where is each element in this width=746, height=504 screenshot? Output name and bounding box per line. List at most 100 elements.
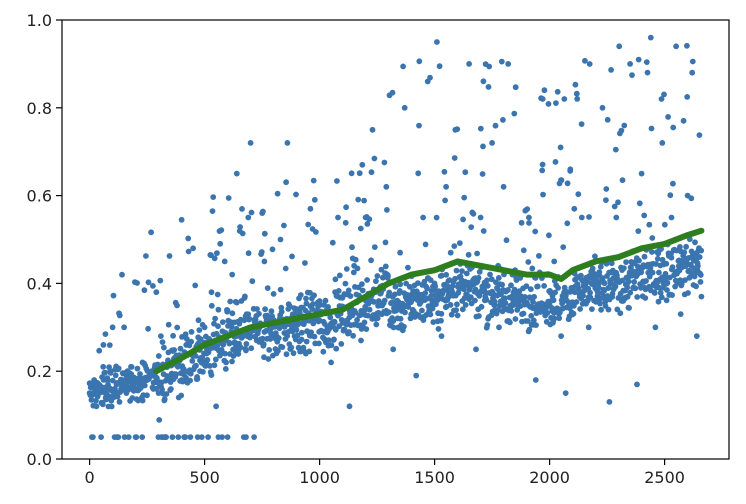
scatter-point: [556, 315, 563, 322]
scatter-point: [512, 84, 519, 91]
scatter-point: [90, 402, 97, 409]
scatter-point: [107, 370, 114, 376]
scatter-point: [118, 376, 124, 383]
scatter-point: [564, 180, 571, 187]
scatter-point: [415, 280, 421, 286]
scatter-point: [424, 285, 430, 292]
scatter-point: [612, 283, 619, 290]
scatter-point: [385, 272, 391, 279]
scatter-point: [158, 333, 164, 339]
scatter-point: [187, 377, 194, 384]
scatter-point: [527, 286, 534, 293]
scatter-point: [538, 95, 544, 102]
scatter-point: [208, 302, 215, 309]
y-tick-label: 0.8: [27, 99, 52, 118]
scatter-point: [150, 283, 156, 289]
scatter-point: [670, 124, 677, 131]
scatter-point: [237, 344, 244, 351]
scatter-point: [670, 180, 676, 187]
scatter-point: [605, 284, 612, 291]
scatter-point: [684, 42, 690, 49]
scatter-point: [179, 378, 186, 385]
scatter-point: [684, 94, 691, 100]
scatter-point: [225, 195, 232, 201]
scatter-point: [163, 434, 170, 440]
scatter-point: [345, 287, 352, 294]
scatter-point: [247, 140, 254, 146]
scatter-point: [192, 353, 199, 359]
scatter-point: [382, 239, 389, 246]
scatter-point: [299, 329, 305, 336]
scatter-point: [134, 365, 141, 372]
scatter-point: [262, 306, 268, 313]
scatter-point: [613, 214, 620, 221]
scatter-point: [254, 306, 260, 312]
scatter-point: [472, 297, 478, 304]
scatter-point: [511, 302, 517, 308]
scatter-point: [697, 279, 704, 285]
scatter-point: [359, 287, 366, 294]
scatter-point: [209, 208, 216, 215]
scatter-point: [465, 251, 472, 258]
scatter-point: [258, 249, 265, 255]
scatter-point: [204, 357, 211, 363]
scatter-point: [100, 363, 107, 370]
scatter-point: [172, 299, 179, 306]
scatter-point: [389, 89, 396, 96]
scatter-point: [331, 319, 338, 325]
scatter-point: [571, 205, 578, 212]
scatter-point: [284, 140, 291, 146]
scatter-point: [524, 206, 531, 213]
scatter-point: [380, 274, 386, 281]
scatter-point: [574, 281, 581, 288]
scatter-point: [211, 255, 218, 262]
scatter-point: [603, 197, 609, 204]
scatter-point: [283, 351, 290, 358]
scatter-point: [208, 372, 215, 378]
scatter-point: [401, 104, 408, 111]
scatter-point: [396, 288, 403, 294]
scatter-point: [274, 190, 281, 197]
scatter-point: [432, 283, 439, 290]
scatter-point: [171, 347, 178, 353]
scatter-point: [219, 434, 226, 440]
scatter-point: [557, 144, 564, 151]
scatter-point: [178, 216, 185, 223]
scatter-point: [247, 333, 254, 339]
scatter-point: [668, 254, 675, 261]
scatter-point: [261, 258, 268, 265]
scatter-point: [121, 434, 128, 440]
scatter-point: [561, 96, 568, 102]
scatter-point: [365, 300, 372, 307]
scatter-point: [478, 303, 485, 310]
scatter-point: [669, 264, 676, 271]
scatter-point: [310, 301, 316, 307]
scatter-point: [306, 348, 313, 355]
scatter-point: [224, 307, 231, 314]
scatter-point: [213, 403, 220, 410]
scatter-point: [413, 372, 420, 379]
scatter-point: [643, 59, 650, 65]
scatter-point: [371, 244, 378, 251]
scatter-point: [139, 434, 146, 440]
scatter-point: [530, 299, 536, 305]
scatter-point: [550, 297, 557, 304]
scatter-point: [627, 289, 634, 296]
scatter-point: [245, 311, 252, 318]
scatter-point: [109, 377, 116, 384]
scatter-point: [435, 326, 442, 332]
scatter-point: [359, 281, 365, 287]
scatter-point: [564, 220, 571, 227]
scatter-point: [520, 310, 527, 317]
scatter-point: [475, 274, 482, 281]
scatter-point: [649, 269, 656, 276]
scatter-point: [368, 169, 375, 176]
scatter-point: [381, 159, 388, 166]
scatter-point: [608, 280, 615, 287]
scatter-point: [608, 260, 615, 267]
scatter-point: [539, 167, 546, 174]
scatter-point: [491, 298, 498, 305]
scatter-point: [226, 340, 233, 347]
scatter-point: [286, 303, 293, 310]
scatter-point: [277, 236, 284, 243]
